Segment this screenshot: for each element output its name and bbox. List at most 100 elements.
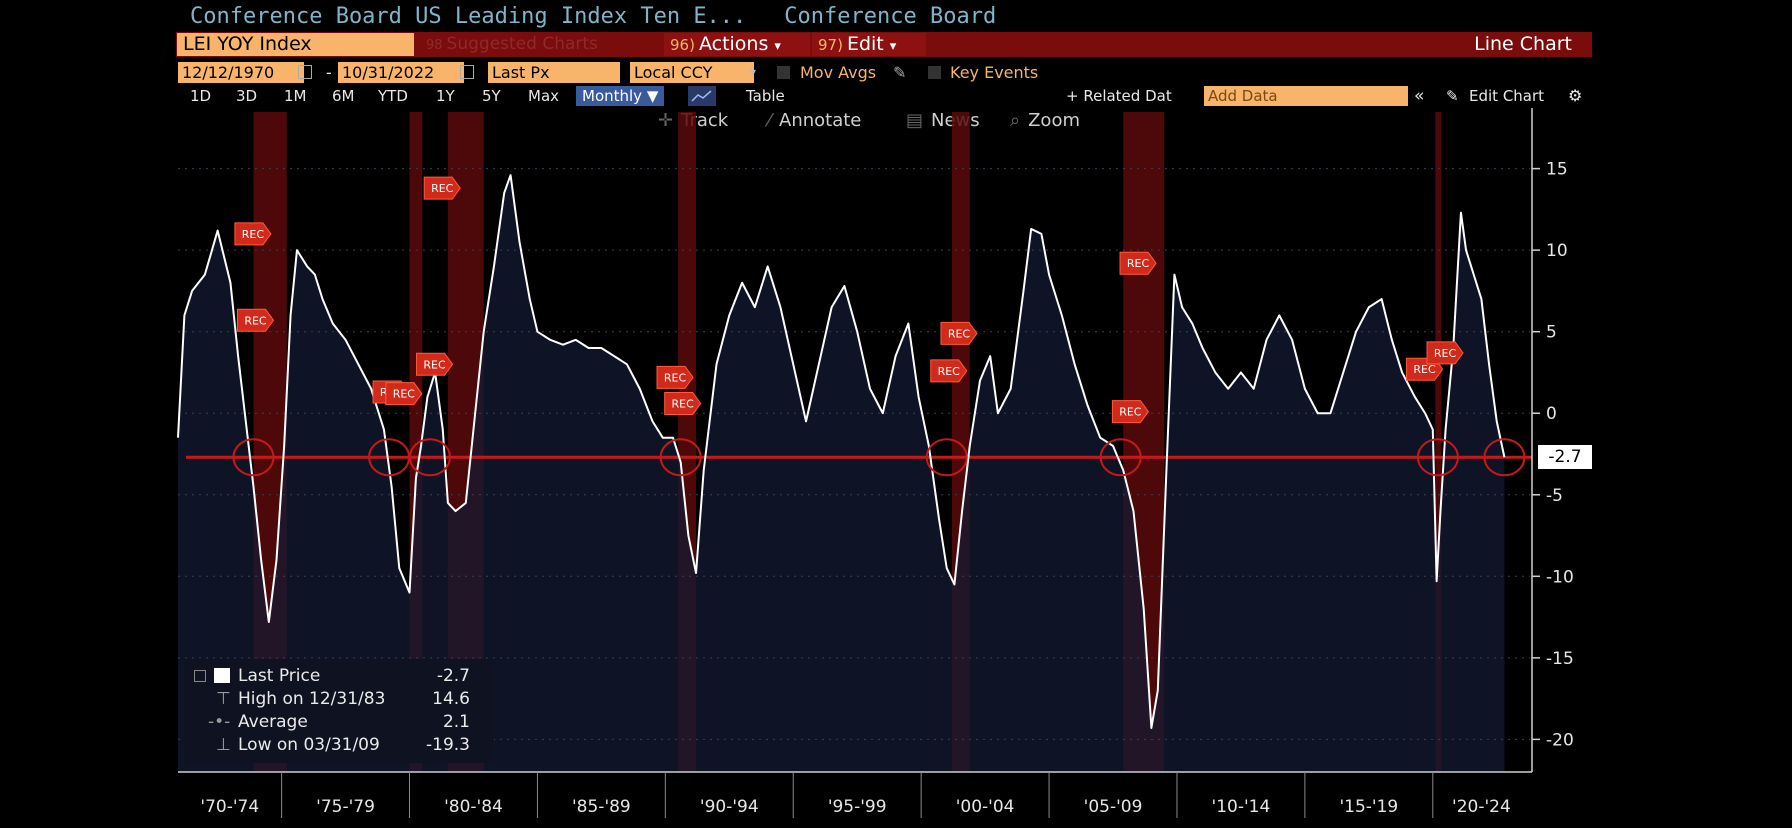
collapse-icon[interactable]: « [1414,86,1425,106]
field-selector[interactable]: Last Px [488,62,620,83]
y-tick-label: -5 [1546,486,1563,506]
y-tick-label: 5 [1546,323,1557,343]
y-tick-label: -15 [1546,649,1574,669]
average-marker-icon: -•- [208,712,231,732]
x-tick-label: '20-'24 [1452,797,1511,817]
range-1m[interactable]: 1M [284,87,307,105]
crosshair-icon: ✛ [658,110,674,131]
x-tick-label: '15-'19 [1339,797,1398,817]
edit-label: Edit [846,33,884,55]
start-date-field[interactable]: 12/12/1970 [178,62,304,83]
key-events-label[interactable]: Key Events [950,63,1039,82]
rec-event-marker: REC [1119,251,1157,275]
key-events-checkbox[interactable] [928,66,941,79]
calendar-icon[interactable] [298,65,312,79]
rec-tag-label: REC [948,327,971,340]
currency-selector[interactable]: Local CCY [630,62,754,83]
actions-menu-button[interactable]: 96) Actions ▾ [664,33,810,56]
range-1y[interactable]: 1Y [436,87,455,105]
crossing-circle [925,438,968,477]
zoom-tool[interactable]: ⌕ Zoom [1010,110,1080,132]
range-selector: 1D 3D 1M 6M YTD 1Y 5Y Max [190,86,590,106]
low-marker-icon: ⊥ [216,735,231,755]
end-date-field[interactable]: 10/31/2022 [338,62,464,83]
rec-event-marker: REC [385,382,423,406]
low-label: Low on 03/31/09 [238,735,380,755]
annotate-icon: ⁄ [768,110,772,131]
rec-tag-label: REC [423,358,446,371]
range-1d[interactable]: 1D [190,87,212,105]
range-3d[interactable]: 3D [236,87,258,105]
range-ytd[interactable]: YTD [378,87,408,105]
rec-event-marker: REC [930,359,968,383]
average-value: 2.1 [442,712,470,732]
calendar-icon[interactable] [460,65,474,79]
x-tick-label: '05-'09 [1084,797,1143,817]
rec-tag-shape [940,321,978,345]
crossing-circle [408,438,451,477]
edit-menu-button[interactable]: 97) Edit ▾ [812,33,926,56]
collapse-box-icon[interactable] [194,670,206,682]
security-description: Conference Board US Leading Index Ten E.… [190,4,747,29]
range-5y[interactable]: 5Y [482,87,501,105]
high-label: High on 12/31/83 [238,689,386,709]
rec-tag-label: REC [938,365,961,378]
y-tick-label: 0 [1546,404,1557,424]
high-value: 14.6 [432,689,470,709]
actions-label: Actions [698,33,769,55]
pencil-icon[interactable]: ✎ [1446,87,1459,105]
rec-tag-label: REC [242,228,265,241]
legend-low: ⊥ Low on 03/31/09 -19.3 [184,734,494,756]
mov-avgs-checkbox[interactable] [777,66,790,79]
table-button[interactable]: Table [746,87,785,105]
add-data-input[interactable]: Add Data [1204,86,1408,106]
last-price-value: -2.7 [436,666,470,686]
frequency-selector[interactable]: Monthly ▼ [576,86,665,106]
rec-tag-label: REC [1413,363,1436,376]
x-tick-label: '85-'89 [572,797,631,817]
mov-avgs-label[interactable]: Mov Avgs [800,63,877,82]
gear-icon[interactable]: ⚙ [1568,86,1583,105]
ticker-field[interactable]: LEI YOY Index [177,33,414,56]
chevron-down-icon[interactable]: ▾ [750,65,757,79]
crossing-circle [1099,438,1142,477]
rec-tag-shape [930,359,968,383]
pencil-icon[interactable]: ✎ [893,63,907,82]
range-max[interactable]: Max [528,87,560,105]
x-tick-label: '70-'74 [200,797,259,817]
rec-tag-shape [664,391,702,415]
rec-event-marker: REC [416,352,454,376]
rec-tag-shape [1426,341,1464,365]
rec-event-marker: REC [423,176,461,200]
crossing-circle [232,438,275,477]
edit-chart-button[interactable]: Edit Chart [1469,87,1545,105]
rec-tag-label: REC [1119,406,1142,419]
annotate-tool[interactable]: ⁄ Annotate [768,110,861,132]
range-6m[interactable]: 6M [332,87,355,105]
rec-tag-label: REC [244,314,267,327]
x-tick-label: '75-'79 [316,797,375,817]
x-tick-label: '10-'14 [1212,797,1271,817]
legend-last-price: Last Price -2.7 [184,665,494,687]
related-data-button[interactable]: + Related Dat [1066,87,1172,105]
rec-tag-shape [416,352,454,376]
x-tick-label: '90-'94 [700,797,759,817]
rec-tag-label: REC [664,371,687,384]
legend-high: ⊤ High on 12/31/83 14.6 [184,688,494,710]
rec-tag-shape [1111,400,1149,424]
last-price-swatch [214,668,230,683]
x-tick-label: '80-'84 [444,797,503,817]
crossing-circle [659,438,702,477]
chart-type-label[interactable]: Line Chart [1474,33,1572,55]
line-chart-icon[interactable] [688,86,716,106]
y-tick-label: -20 [1546,730,1574,750]
average-label: Average [238,712,308,732]
rec-tag-shape [236,308,275,332]
chart-title-bar: Conference Board US Leading Index Ten E.… [190,4,1034,30]
suggested-charts-button[interactable]: 98 Suggested Charts [426,33,656,56]
crossing-circle [1483,438,1526,477]
source-label: Conference Board [784,4,997,29]
x-axis: '70-'74 '75-'79 '80-'84 '85-'89 '90-'94 '95-'… [178,771,1532,818]
rec-event-marker: REC [656,365,694,389]
